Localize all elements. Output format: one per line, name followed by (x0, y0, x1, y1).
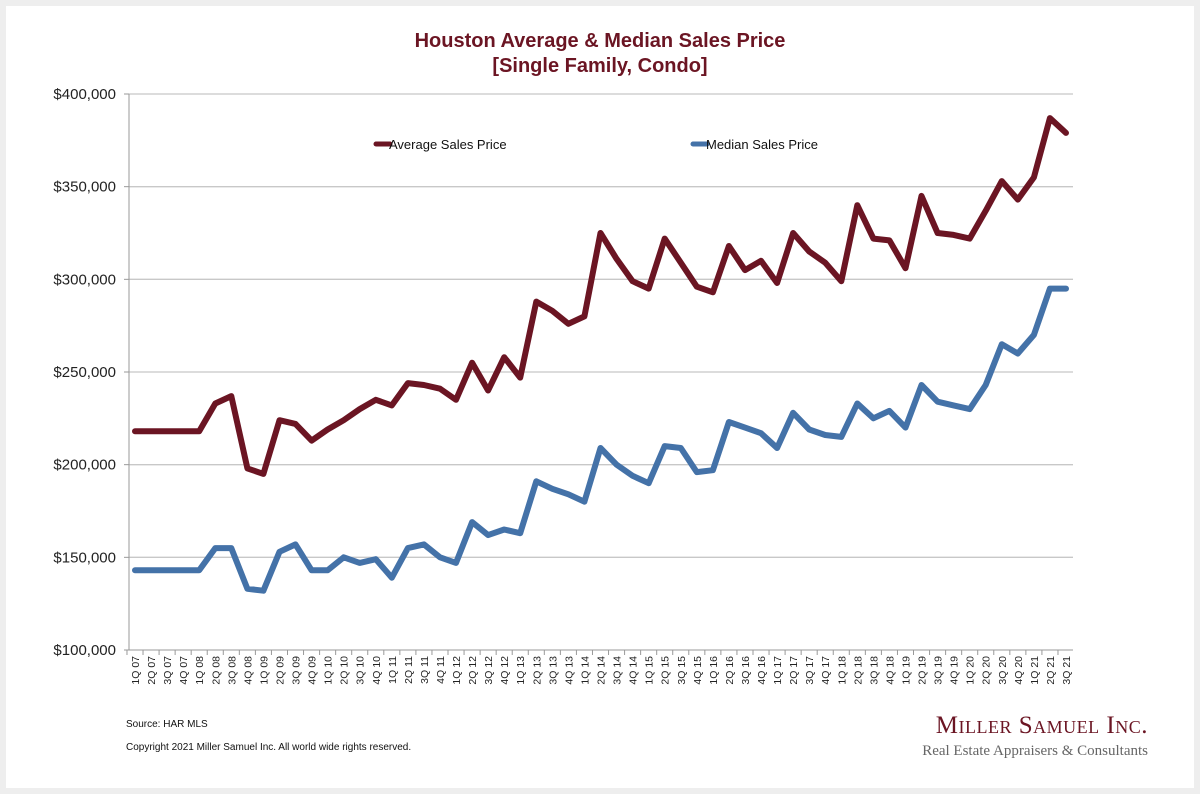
x-tick-label: 1Q 19 (900, 656, 912, 685)
x-tick-label: 2Q 19 (917, 656, 929, 685)
x-tick-label: 1Q 07 (130, 656, 142, 685)
x-axis-ticks: 1Q 07 2Q 07 3Q 07 4Q 07 1Q 08 2Q 08 3Q 08 4Q 08… (126, 650, 1073, 685)
x-tick-label: 4Q 11 (435, 656, 447, 684)
x-tick-label: 1Q 20 (965, 656, 977, 685)
x-tick-label: 2Q 18 (852, 656, 864, 685)
x-tick-label: 4Q 14 (628, 656, 640, 685)
chart-title-line2: [Single Family, Condo] (492, 55, 708, 77)
legend-label-median: Median Sales Price (706, 137, 818, 152)
x-tick-label: 4Q 13 (563, 656, 575, 685)
x-tick-label: 4Q 20 (1013, 656, 1025, 685)
x-tick-label: 3Q 19 (933, 656, 945, 685)
x-tick-label: 3Q 14 (612, 656, 624, 685)
x-tick-label: 3Q 11 (419, 656, 431, 684)
x-tick-label: 2Q 16 (724, 656, 736, 685)
x-tick-label: 2Q 10 (339, 656, 351, 685)
x-tick-label: 1Q 17 (772, 656, 784, 685)
x-tick-label: 2Q 21 (1045, 656, 1057, 685)
x-tick-label: 1Q 16 (708, 656, 720, 685)
y-axis-ticks: $100,000 $150,000 $200,000 $250,000 $300,000… (53, 86, 129, 659)
x-tick-label: 4Q 18 (884, 656, 896, 685)
y-tick-label: $100,000 (53, 642, 116, 659)
gridlines (129, 93, 1073, 558)
x-tick-label: 2Q 17 (788, 656, 800, 685)
chart-title-line1: Houston Average & Median Sales Price (414, 30, 786, 52)
x-tick-label: 1Q 11 (387, 656, 399, 684)
x-tick-label: 4Q 09 (307, 656, 319, 685)
average-sales-price-line (132, 115, 1069, 477)
x-tick-label: 1Q 18 (836, 656, 848, 685)
legend: Average Sales Price Median Sales Price (373, 137, 818, 152)
y-tick-label: $350,000 (53, 179, 116, 196)
x-tick-label: 3Q 20 (997, 656, 1009, 685)
x-tick-label: 2Q 11 (403, 656, 415, 684)
x-tick-label: 1Q 15 (644, 656, 656, 685)
x-tick-label: 3Q 15 (676, 656, 688, 685)
x-tick-label: 2Q 12 (467, 656, 479, 685)
x-tick-label: 4Q 12 (499, 656, 511, 685)
x-tick-label: 1Q 14 (579, 656, 591, 685)
x-tick-label: 2Q 14 (596, 656, 608, 685)
chart-panel (6, 6, 1194, 788)
x-tick-label: 4Q 08 (242, 656, 254, 685)
x-tick-label: 4Q 19 (949, 656, 961, 685)
x-tick-label: 1Q 21 (1029, 656, 1041, 685)
y-tick-label: $400,000 (53, 86, 116, 103)
brand-tagline: Real Estate Appraisers & Consultants (922, 743, 1148, 759)
series-lines (132, 115, 1069, 594)
x-tick-label: 2Q 13 (531, 656, 543, 685)
x-tick-label: 1Q 12 (451, 656, 463, 685)
x-tick-label: 2Q 20 (981, 656, 993, 685)
x-tick-label: 3Q 18 (868, 656, 880, 685)
x-tick-label: 3Q 12 (483, 656, 495, 685)
x-tick-label: 1Q 10 (323, 656, 335, 685)
legend-label-average: Average Sales Price (389, 137, 507, 152)
x-tick-label: 3Q 21 (1061, 656, 1073, 685)
x-tick-label: 2Q 08 (210, 656, 222, 685)
brand-logo: Miller Samuel Inc. Real Estate Appraiser… (922, 712, 1148, 762)
x-tick-label: 3Q 09 (291, 656, 303, 685)
x-tick-label: 3Q 13 (547, 656, 559, 685)
x-tick-label: 3Q 07 (162, 656, 174, 685)
x-tick-label: 4Q 10 (371, 656, 383, 685)
y-tick-label: $150,000 (53, 549, 116, 566)
y-tick-label: $200,000 (53, 457, 116, 474)
x-tick-label: 1Q 09 (258, 656, 270, 685)
x-tick-label: 1Q 13 (515, 656, 527, 685)
y-tick-label: $250,000 (53, 364, 116, 381)
x-tick-label: 2Q 15 (660, 656, 672, 685)
x-tick-label: 2Q 07 (146, 656, 158, 685)
x-tick-label: 1Q 08 (194, 656, 206, 685)
copyright-note: Copyright 2021 Miller Samuel Inc. All wo… (126, 742, 412, 753)
x-tick-label: 3Q 16 (740, 656, 752, 685)
x-tick-label: 3Q 17 (804, 656, 816, 685)
x-tick-label: 4Q 17 (820, 656, 832, 685)
source-note: Source: HAR MLS (126, 719, 208, 730)
x-tick-label: 4Q 15 (692, 656, 704, 685)
x-tick-label: 2Q 09 (274, 656, 286, 685)
chart-title: Houston Average & Median Sales Price [Si… (0, 29, 1200, 79)
y-tick-label: $300,000 (53, 271, 116, 288)
x-tick-label: 4Q 16 (756, 656, 768, 685)
brand-name: Miller Samuel Inc. (935, 712, 1148, 739)
x-tick-label: 3Q 08 (226, 656, 238, 685)
x-tick-label: 3Q 10 (355, 656, 367, 685)
x-tick-label: 4Q 07 (178, 656, 190, 685)
